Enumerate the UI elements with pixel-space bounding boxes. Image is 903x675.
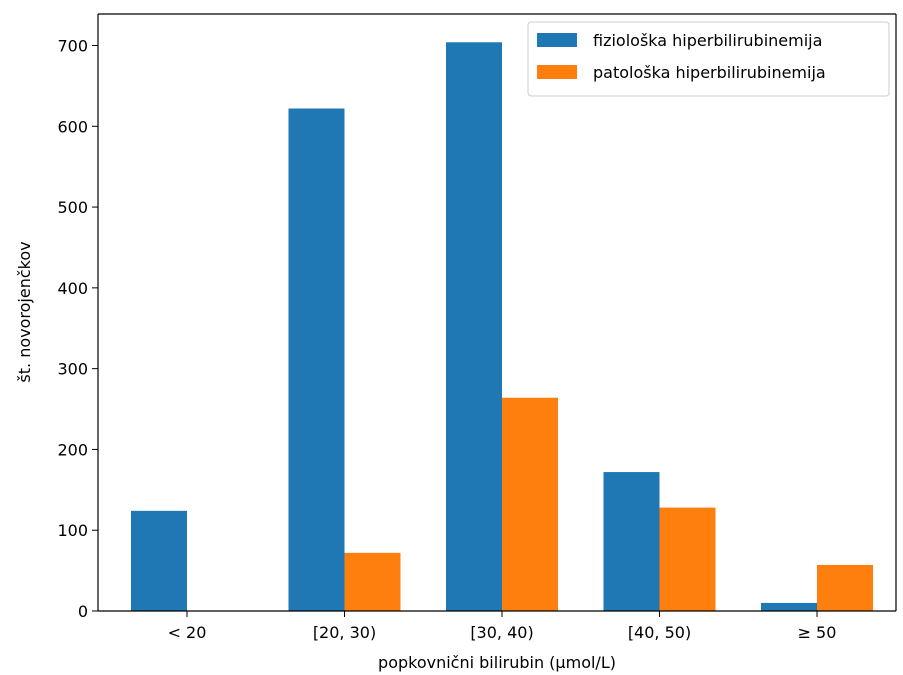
bar-patoloska-3 (660, 508, 716, 611)
y-tick-label: 400 (57, 279, 88, 298)
x-tick-label: [30, 40) (470, 623, 533, 642)
y-tick-label: 200 (57, 440, 88, 459)
legend-label-patoloska: patološka hiperbilirubinemija (593, 63, 826, 82)
bar-patoloska-4 (817, 565, 873, 611)
y-tick-label: 100 (57, 521, 88, 540)
legend: fiziološka hiperbilirubinemija patološka… (528, 22, 889, 96)
y-tick-label: 600 (57, 117, 88, 136)
y-axis-label: št. novorojenčkov (15, 241, 34, 382)
bar-fizioloska-4 (761, 603, 817, 611)
bars-layer (131, 42, 873, 611)
y-axis: 0 100 200 300 400 500 600 700 (57, 37, 98, 621)
bar-patoloska-2 (502, 398, 558, 611)
y-tick-label: 500 (57, 198, 88, 217)
x-axis: < 20 [20, 30) [30, 40) [40, 50) ≥ 50 (168, 611, 837, 642)
y-tick-label: 300 (57, 360, 88, 379)
y-tick-label: 700 (57, 37, 88, 56)
bar-fizioloska-1 (289, 109, 345, 611)
legend-label-fizioloska: fiziološka hiperbilirubinemija (593, 31, 822, 50)
x-axis-label: popkovnični bilirubin (μmol/L) (378, 653, 616, 672)
bar-patoloska-1 (345, 553, 401, 611)
y-tick-label: 0 (78, 602, 88, 621)
x-tick-label: [40, 50) (628, 623, 691, 642)
x-tick-label: [20, 30) (313, 623, 376, 642)
bar-fizioloska-3 (604, 472, 660, 611)
x-tick-label: ≥ 50 (798, 623, 837, 642)
legend-swatch-patoloska (537, 65, 577, 79)
bar-fizioloska-0 (131, 511, 187, 611)
bar-fizioloska-2 (446, 42, 502, 611)
legend-swatch-fizioloska (537, 33, 577, 47)
x-tick-label: < 20 (168, 623, 207, 642)
